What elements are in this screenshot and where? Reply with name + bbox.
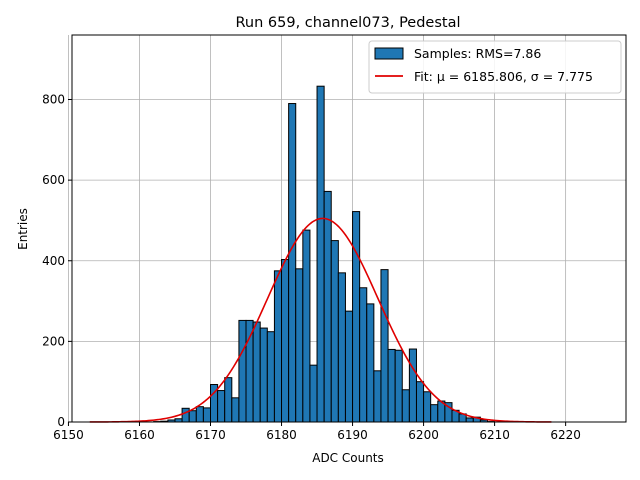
histogram-bar bbox=[288, 103, 297, 423]
x-tick-label: 6160 bbox=[124, 428, 155, 442]
histogram-bar bbox=[366, 303, 375, 423]
histogram-bar bbox=[309, 364, 318, 423]
x-axis-ticks: 6150 6160 6170 6180 6190 6200 6210 6220 bbox=[53, 422, 581, 442]
histogram-bar bbox=[238, 319, 247, 423]
histogram-bar bbox=[231, 397, 240, 423]
histogram-bar bbox=[337, 272, 346, 423]
x-tick-label: 6180 bbox=[266, 428, 297, 442]
legend-fit-label: Fit: μ = 6185.806, σ = 7.775 bbox=[414, 69, 593, 84]
histogram-bar bbox=[415, 381, 425, 423]
histogram-bar bbox=[181, 407, 190, 423]
histogram-bar bbox=[273, 270, 283, 423]
histogram-bar bbox=[302, 229, 311, 423]
histogram-bar bbox=[465, 417, 474, 423]
x-tick-label: 6190 bbox=[337, 428, 368, 442]
y-tick-label: 200 bbox=[42, 334, 65, 348]
histogram-bar bbox=[266, 331, 275, 423]
chart-title: Run 659, channel073, Pedestal bbox=[235, 15, 460, 31]
histogram-bar bbox=[217, 390, 226, 423]
y-tick-label: 600 bbox=[42, 173, 65, 187]
x-tick-label: 6210 bbox=[479, 428, 510, 442]
histogram-bar bbox=[430, 404, 439, 423]
y-tick-label: 0 bbox=[57, 415, 65, 429]
legend: Samples: RMS=7.86 Fit: μ = 6185.806, σ =… bbox=[368, 40, 622, 94]
x-tick-label: 6150 bbox=[53, 428, 84, 442]
x-axis-label: ADC Counts bbox=[312, 451, 384, 465]
legend-samples-swatch bbox=[374, 47, 404, 60]
histogram-bar bbox=[330, 240, 339, 423]
x-tick-label: 6170 bbox=[195, 428, 226, 442]
y-tick-label: 800 bbox=[42, 93, 65, 107]
histogram-bar bbox=[224, 377, 233, 423]
y-axis-ticks: 0 200 400 600 800 bbox=[42, 93, 72, 429]
histogram-bar bbox=[359, 287, 368, 423]
plot-frame bbox=[71, 34, 627, 423]
histogram-bar bbox=[344, 310, 354, 423]
histogram-bar bbox=[408, 348, 417, 423]
histogram-bar bbox=[281, 259, 290, 423]
histogram-bar bbox=[295, 268, 304, 423]
x-tick-label: 6200 bbox=[408, 428, 439, 442]
histogram-bar bbox=[252, 321, 261, 423]
histogram-bar bbox=[352, 211, 361, 423]
histogram-bar bbox=[401, 389, 410, 423]
histogram-bar bbox=[259, 327, 268, 423]
y-axis-label: Entries bbox=[16, 208, 30, 250]
histogram-bars bbox=[153, 85, 496, 423]
histogram-bar bbox=[188, 410, 197, 423]
histogram-bar bbox=[195, 406, 204, 423]
fit-curve bbox=[89, 217, 552, 423]
histogram-bar bbox=[423, 391, 432, 423]
histogram-bar bbox=[394, 349, 403, 423]
y-tick-label: 400 bbox=[42, 254, 65, 268]
histogram-bar bbox=[202, 407, 211, 423]
legend-samples-label: Samples: RMS=7.86 bbox=[414, 46, 541, 61]
histogram-bar bbox=[316, 85, 325, 423]
legend-box bbox=[368, 40, 622, 94]
histogram-bar bbox=[373, 370, 382, 423]
histogram-bar bbox=[387, 348, 396, 423]
histogram-bar bbox=[323, 190, 332, 423]
histogram-bar bbox=[380, 269, 389, 423]
x-tick-label: 6220 bbox=[550, 428, 581, 442]
